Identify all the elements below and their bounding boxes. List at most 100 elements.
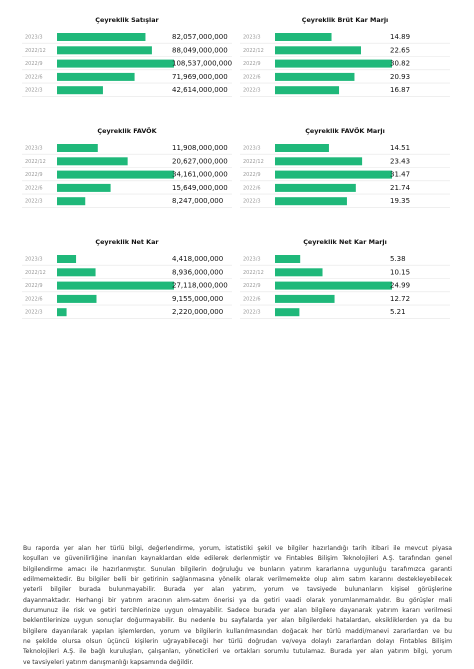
value-label: 10.15 [390,268,410,276]
category-label: 2022/12 [243,159,264,165]
bar [275,157,363,166]
bar [275,72,355,81]
bar [57,72,135,81]
disclaimer-line: beklentilerinize uygun sonuçlar doğurmay… [23,617,452,625]
value-label: 24.99 [390,282,410,290]
value-label: 2,220,000,000 [172,308,223,316]
disclaimer-line: edilmemektedir. Bu bilgiler belli bir ge… [23,576,452,584]
bar [275,33,332,41]
bar [275,144,329,152]
value-label: 42,614,000,000 [172,86,228,94]
category-label: 2022/12 [25,159,46,165]
value-label: 5.21 [390,308,406,316]
chart-title: Çeyreklik FAVÖK [97,126,157,135]
value-label: 19.35 [390,197,410,205]
bar [275,86,340,95]
category-label: 2022/6 [243,74,261,80]
category-label: 2022/12 [25,270,46,276]
category-label: 2022/9 [243,172,261,178]
bar [57,46,152,55]
value-label: 15,649,000,000 [172,184,228,192]
bar [57,86,103,95]
value-label: 31.47 [390,171,410,179]
category-label: 2022/6 [25,296,43,302]
value-label: 82,057,000,000 [172,33,228,41]
category-label: 2022/3 [25,88,43,94]
bar [57,255,77,263]
category-label: 2022/12 [243,270,264,276]
disclaimer-line: dayanmaktadır. Herhangi bir yatırım arac… [23,596,452,604]
bar [275,281,392,290]
category-label: 2022/9 [243,61,261,67]
charts: Çeyreklik Satışlar 2023/3 82,057,000,000 20… [22,16,450,319]
bar [57,144,98,152]
bar [57,294,97,303]
value-label: 4,418,000,000 [172,255,223,263]
category-label: 2023/3 [25,35,43,41]
category-label: 2022/12 [25,48,46,54]
bar [57,197,86,206]
value-label: 16.87 [390,86,410,94]
category-label: 2022/6 [243,296,261,302]
category-label: 2023/3 [25,257,43,263]
disclaimer-line: bilgilere dayanılarak yapılan işlemlerde… [23,627,452,635]
chart-title: Çeyreklik Net Kar [95,238,159,246]
category-label: 2022/3 [243,310,261,316]
value-label: 23.43 [390,157,410,165]
bar [275,170,392,179]
chart-title: Çeyreklik FAVÖK Marjı [305,126,385,135]
value-label: 14.51 [390,144,410,152]
value-label: 14.89 [390,33,410,41]
value-label: 30.82 [390,60,410,68]
value-label: 71,969,000,000 [172,73,228,81]
chart-title: Çeyreklik Net Kar Marjı [303,238,387,246]
value-label: 8,936,000,000 [172,268,223,276]
disclaimer-line: koşulları ve güvenilirliğine inanılan ka… [23,555,452,563]
category-label: 2022/3 [25,199,43,205]
value-label: 21.74 [390,184,411,192]
category-label: 2022/9 [25,61,43,67]
bar [275,46,361,55]
disclaimer-line: ve tavsiyeleri yatırım danışmanlığı kaps… [23,658,194,666]
value-label: 27,118,000,000 [172,282,228,290]
bar [57,59,174,68]
bar [275,255,301,263]
value-label: 88,049,000,000 [172,46,228,54]
category-label: 2022/3 [243,88,261,94]
bar [275,183,356,192]
value-label: 11,908,000,000 [172,144,228,152]
bar [57,268,96,277]
category-label: 2023/3 [243,257,261,263]
value-label: 8,247,000,000 [172,197,223,205]
bar [275,197,347,206]
value-label: 34,161,000,000 [172,171,228,179]
value-label: 20.93 [390,73,410,81]
bar [57,308,67,317]
category-label: 2022/6 [25,185,43,191]
disclaimer-line: Teknolojileri A.Ş. ile bağlı kuruluşları… [23,648,452,656]
bar [57,33,146,41]
disclaimer-line: durumunuz ile risk ve getiri tercihlerin… [23,607,452,615]
disclaimer-line: ne şekilde olursa olsun üçüncü kişilerin… [23,638,452,646]
bar [57,281,174,290]
chart-title: Çeyreklik Brüt Kar Marjı [302,16,388,24]
bar [275,294,335,303]
value-label: 9,155,000,000 [172,295,223,303]
value-label: 20,627,000,000 [172,157,228,165]
value-label: 22.65 [390,46,410,54]
disclaimer: Bu raporda yer alan her türlü bilgi, değ… [23,544,452,668]
category-label: 2022/9 [25,283,43,289]
chart-title: Çeyreklik Satışlar [95,16,159,24]
value-label: 12.72 [390,295,410,303]
category-label: 2023/3 [243,35,261,41]
value-label: 5.38 [390,255,406,263]
disclaimer-line: Bu raporda yer alan her türlü bilgi, değ… [23,545,452,552]
bar [57,183,111,192]
category-label: 2022/9 [243,283,261,289]
category-label: 2023/3 [25,146,43,152]
bar [275,268,323,277]
bar [57,170,174,179]
bar [275,59,392,68]
disclaimer-line: yeterli bilgiler burada bulunmayabilir. … [23,586,452,594]
